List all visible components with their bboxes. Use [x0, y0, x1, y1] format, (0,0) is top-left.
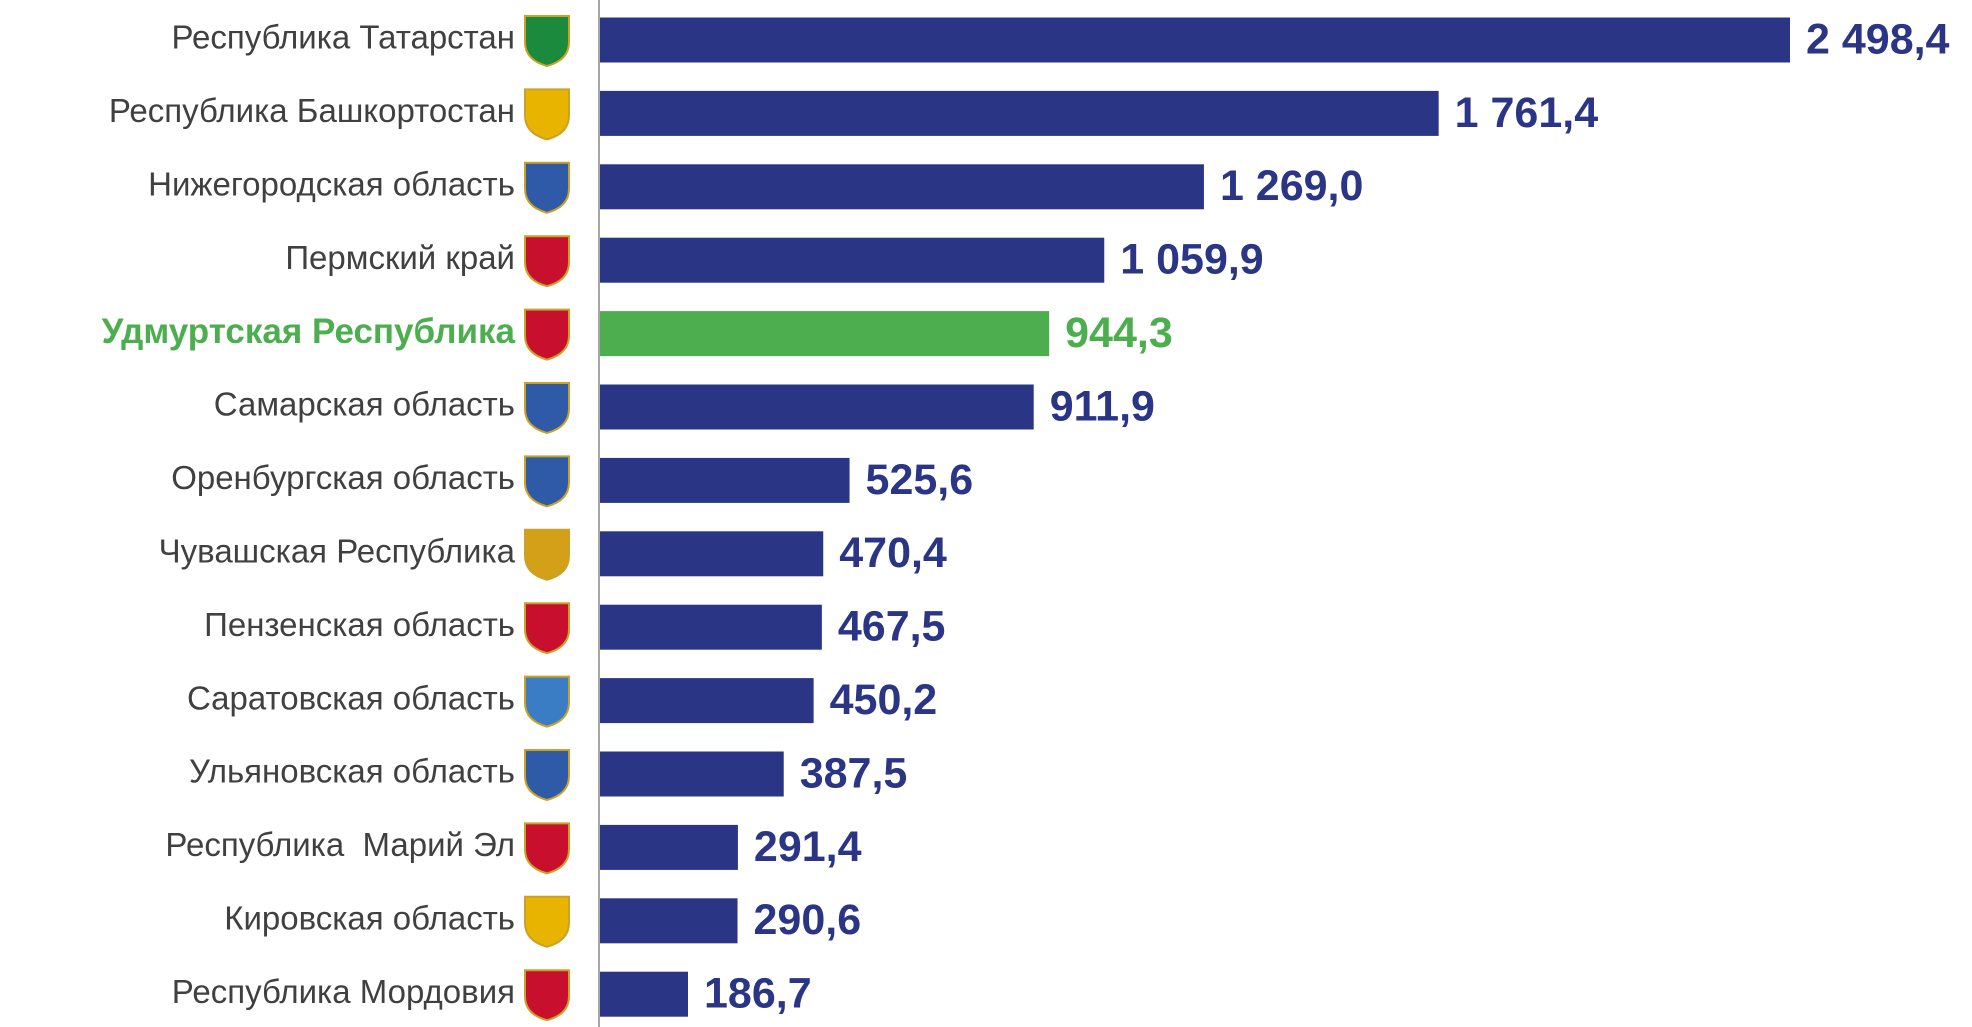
value-label: 291,4: [754, 823, 862, 871]
value-label: 467,5: [838, 603, 946, 651]
emblem: [524, 382, 570, 435]
bar: [599, 971, 689, 1017]
bar: [599, 164, 1204, 210]
emblem: [524, 895, 570, 948]
category-label: Саратовская область: [187, 679, 515, 716]
emblem: [524, 308, 570, 361]
emblem: [524, 88, 570, 141]
bar: [599, 457, 850, 503]
bar: [599, 311, 1050, 357]
category-label: Республика Марий Эл: [165, 826, 515, 863]
category-label: Самарская область: [214, 386, 515, 423]
value-label: 1 059,9: [1120, 236, 1263, 284]
category-label: Чувашская Республика: [159, 533, 516, 570]
value-label: 911,9: [1050, 382, 1155, 430]
category-label: Республика Мордовия: [172, 973, 515, 1010]
value-label: 1 269,0: [1220, 162, 1363, 210]
value-label: 470,4: [839, 529, 947, 577]
bar: [599, 531, 824, 577]
value-label: 450,2: [830, 676, 938, 724]
bar: [599, 824, 738, 870]
emblem: [524, 15, 570, 68]
bar: [599, 604, 822, 650]
category-label: Пензенская область: [204, 606, 515, 643]
emblem: [524, 528, 570, 581]
value-label: 290,6: [754, 896, 862, 944]
emblem: [524, 969, 570, 1022]
value-label: 525,6: [866, 456, 974, 504]
category-label: Кировская область: [224, 900, 515, 937]
bar: [599, 384, 1034, 430]
value-label: 387,5: [800, 749, 908, 797]
category-label: Удмуртская Республика: [102, 312, 516, 351]
bar: [599, 237, 1105, 283]
emblem: [524, 602, 570, 655]
category-label: Пермский край: [285, 239, 515, 276]
value-label: 2 498,4: [1806, 15, 1950, 63]
category-label: Оренбургская область: [171, 459, 515, 496]
value-label: 186,7: [704, 970, 812, 1018]
emblem: [524, 161, 570, 214]
emblem: [524, 675, 570, 728]
category-label: Нижегородская область: [148, 166, 515, 203]
bar: [599, 898, 738, 944]
category-label: Ульяновская область: [189, 753, 515, 790]
category-label: Республика Татарстан: [171, 19, 515, 56]
emblem: [524, 235, 570, 288]
emblem: [524, 822, 570, 875]
emblem: [524, 749, 570, 802]
value-label: 944,3: [1065, 309, 1173, 357]
category-label: Республика Башкортостан: [109, 92, 515, 129]
bar: [599, 751, 784, 797]
emblem: [524, 455, 570, 508]
value-label: 1 761,4: [1455, 89, 1599, 137]
bar: [599, 90, 1439, 136]
bar: [599, 17, 1790, 63]
bar: [599, 678, 814, 724]
